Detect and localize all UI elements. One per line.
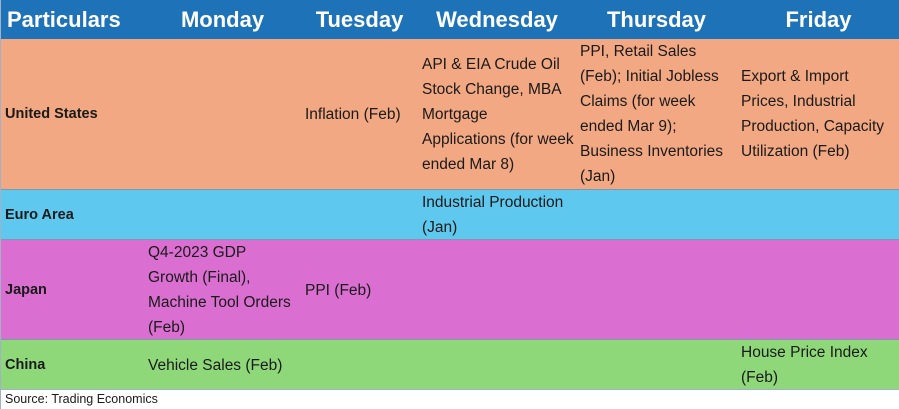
cell-jp-wednesday — [418, 240, 576, 340]
cell-jp-thursday — [576, 240, 737, 340]
header-tuesday: Tuesday — [315, 7, 404, 32]
table-row-euro-area: Euro Area Industrial Production (Jan) — [1, 189, 899, 240]
table-row-united-states: United States Inflation (Feb) API & EIA … — [1, 39, 899, 189]
table-row-china: China Vehicle Sales (Feb) House Price In… — [1, 339, 899, 390]
cell-cn-wednesday — [418, 340, 576, 390]
header-monday: Monday — [180, 7, 265, 32]
header-wednesday: Wednesday — [436, 7, 558, 32]
row-label-china: China — [5, 356, 46, 373]
row-label-japan: Japan — [5, 281, 47, 298]
header-thursday: Thursday — [606, 7, 707, 32]
table-row-japan: Japan Q4-2023 GDP Growth (Final), Machin… — [1, 239, 899, 340]
row-label-united-states: United States — [5, 105, 98, 122]
cell-ea-monday — [144, 190, 301, 240]
cell-us-friday: Export & Import Prices, Industrial Produ… — [741, 68, 885, 160]
cell-cn-monday: Vehicle Sales (Feb) — [148, 356, 283, 374]
cell-jp-tuesday: PPI (Feb) — [305, 281, 372, 299]
cell-ea-thursday — [576, 190, 737, 240]
cell-jp-monday: Q4-2023 GDP Growth (Final), Machine Tool… — [148, 244, 291, 336]
header-friday: Friday — [785, 7, 852, 32]
header-particulars: Particulars — [7, 7, 121, 32]
cell-cn-tuesday — [301, 340, 418, 390]
cell-ea-wednesday: Industrial Production (Jan) — [422, 194, 564, 236]
cell-jp-friday — [737, 240, 899, 340]
source-note: Source: Trading Economics — [1, 389, 899, 409]
cell-us-wednesday: API & EIA Crude Oil Stock Change, MBA Mo… — [422, 55, 574, 173]
cell-ea-friday — [737, 190, 899, 240]
row-label-euro-area: Euro Area — [5, 206, 74, 223]
cell-us-tuesday: Inflation (Feb) — [305, 105, 401, 123]
cell-us-monday — [144, 39, 301, 189]
cell-ea-tuesday — [301, 190, 418, 240]
cell-cn-thursday — [576, 340, 737, 390]
cell-us-thursday: PPI, Retail Sales (Feb); Initial Jobless… — [580, 43, 724, 185]
table-header-row: Particulars Monday Tuesday Wednesday Thu… — [1, 0, 899, 39]
cell-cn-friday: House Price Index (Feb) — [741, 344, 868, 386]
